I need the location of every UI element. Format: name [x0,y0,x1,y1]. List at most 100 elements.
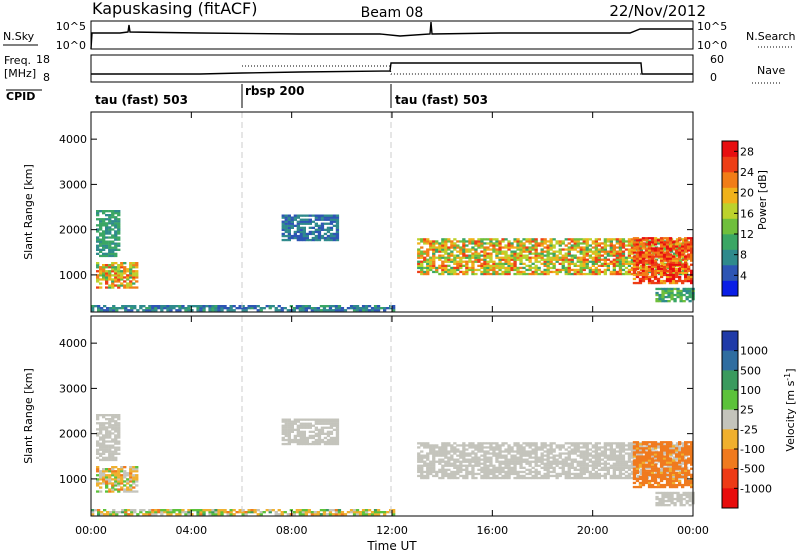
power-cell [684,261,688,264]
velocity-cell [483,456,487,459]
power-cell [510,254,514,257]
power-cells [91,210,695,312]
power-cell [653,255,658,258]
power-cell [423,250,427,253]
velocity-cell [606,444,610,447]
power-cell [655,293,659,297]
power-cell [630,262,635,265]
power-cell [126,278,130,281]
power-cell [337,307,342,310]
velocity-cell [531,456,535,459]
power-cell [618,250,623,253]
velocity-cell [655,497,659,501]
power-cell [319,309,324,312]
velocity-colorbar-tick-label: 100 [740,384,761,397]
power-cell [123,270,127,273]
velocity-cell [426,456,430,459]
velocity-cell [432,468,436,471]
velocity-cell [650,469,655,472]
power-cell [650,269,655,272]
power-cell [106,307,110,310]
power-cell [102,230,106,233]
velocity-cell [684,449,688,452]
power-cell [684,241,688,244]
velocity-cell [423,462,427,465]
velocity-cell [670,502,674,505]
power-cell [528,252,532,255]
velocity-cell [671,467,676,470]
velocity-cell [591,462,595,465]
velocity-cell [615,474,619,478]
power-cell [653,263,658,266]
velocity-cell [655,495,659,499]
velocity-cell [299,432,303,435]
velocity-cell [674,479,679,483]
velocity-cell [597,454,601,457]
power-cell [323,238,328,242]
velocity-cell [668,461,673,464]
velocity-cell [671,473,676,476]
velocity-cell [99,422,103,425]
power-cell [597,238,601,241]
velocity-cell [111,420,115,423]
power-cell [685,250,689,253]
power-cell [653,237,658,240]
velocity-cell [317,442,322,446]
power-cell [632,237,637,240]
velocity-cell [573,466,577,469]
velocity-cell [656,459,661,462]
velocity-cell [585,464,589,467]
velocity-cell [674,467,679,470]
power-cell [507,244,511,247]
power-cell [567,248,571,251]
power-cell [690,243,694,246]
power-cell [504,256,508,259]
velocity-cell [690,451,694,454]
power-cell [561,242,565,245]
velocity-cell [555,472,559,476]
power-cell [132,272,136,275]
velocity-cell [358,513,363,516]
power-cell [516,244,520,247]
velocity-cell [504,448,508,451]
velocity-cell [474,448,478,451]
power-cell [650,239,655,242]
velocity-cell [555,476,559,480]
power-cell [468,238,472,241]
velocity-cell [552,468,556,471]
power-cell [129,272,133,275]
power-cell [323,232,328,236]
power-cell [690,275,694,279]
power-cell [576,238,580,241]
power-cell [114,262,118,265]
power-cell [328,309,333,312]
velocity-cell [681,485,685,489]
velocity-cell [671,471,676,474]
velocity-cell [678,483,682,487]
velocity-cell [474,472,478,476]
velocity-cell [540,454,544,457]
power-cell [561,248,565,251]
power-cell [687,267,691,270]
velocity-cell [102,436,106,439]
power-cell [665,239,670,242]
power-cell [441,260,445,263]
power-cell [129,264,133,267]
velocity-cell [507,452,511,455]
velocity-cell [522,466,526,469]
power-cell [296,224,300,227]
velocity-cell [332,440,337,444]
power-cell [665,251,670,254]
velocity-cell [564,474,568,478]
power-cell [525,254,529,257]
power-cell [645,262,650,265]
power-cell [314,214,318,217]
power-cell [307,307,311,310]
velocity-cell [659,483,664,487]
power-cell [114,280,118,283]
velocity-cell [432,460,436,463]
velocity-cell [615,462,619,465]
velocity-cell [99,426,103,429]
power-cell [157,307,161,310]
